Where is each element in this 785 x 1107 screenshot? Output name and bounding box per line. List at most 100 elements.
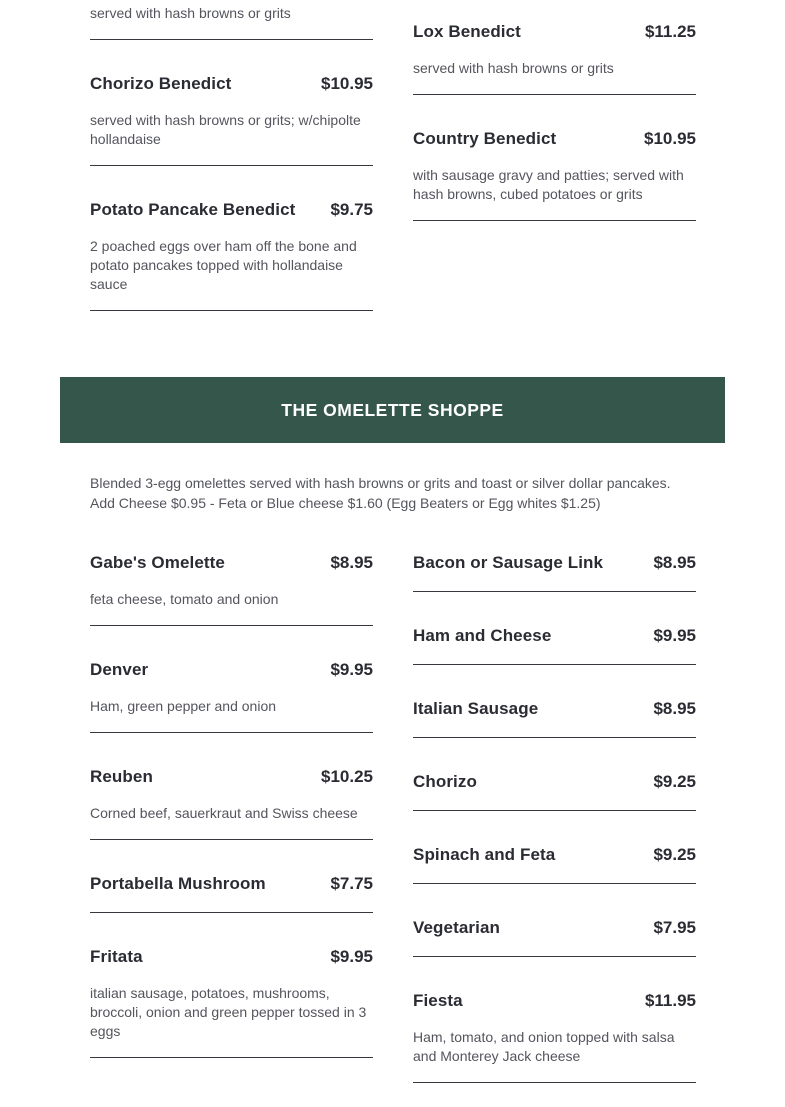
item-name: Chorizo xyxy=(413,772,477,791)
item-name: Denver xyxy=(90,660,149,679)
item-name: Fritata xyxy=(90,947,143,966)
item-divider xyxy=(413,737,696,738)
item-divider xyxy=(413,1082,696,1083)
menu-item-header: Vegetarian $7.95 xyxy=(413,916,696,940)
item-price: $9.95 xyxy=(330,660,373,679)
benedict-left-column: served with hash browns or grits Chorizo… xyxy=(90,3,373,311)
item-name: Vegetarian xyxy=(413,918,500,937)
item-divider xyxy=(413,220,696,221)
section-title: THE OMELETTE SHOPPE xyxy=(281,399,504,420)
item-price: $11.95 xyxy=(644,991,696,1010)
item-price: $10.95 xyxy=(644,129,696,148)
menu-item-header: Ham and Cheese $9.95 xyxy=(413,624,696,648)
item-price: $9.95 xyxy=(330,947,373,966)
section-intro: Blended 3-egg omelettes served with hash… xyxy=(90,475,671,511)
menu-item-header: Chorizo Benedict $10.95 xyxy=(90,72,373,96)
item-price: $9.25 xyxy=(653,772,696,791)
item-divider xyxy=(90,732,373,733)
benedict-right-column: Lox Benedict $11.25 served with hash bro… xyxy=(413,3,696,221)
item-price: $10.25 xyxy=(321,767,373,786)
item-divider xyxy=(413,810,696,811)
item-price: $11.25 xyxy=(644,22,696,41)
item-price: $7.95 xyxy=(653,918,696,937)
item-description: Ham, green pepper and onion xyxy=(90,698,277,714)
menu-item-header: Country Benedict $10.95 xyxy=(413,127,696,151)
menu-item: Country Benedict $10.95 with sausage gra… xyxy=(413,127,696,221)
menu-item: Chorizo $9.25 xyxy=(413,770,696,811)
item-name: Bacon or Sausage Link xyxy=(413,553,604,572)
item-description: Ham, tomato, and onion topped with salsa… xyxy=(413,1029,675,1064)
item-price: $8.95 xyxy=(653,699,696,718)
menu-item: served with hash browns or grits xyxy=(90,4,373,40)
item-name: Country Benedict xyxy=(413,129,557,148)
item-description: 2 poached eggs over ham off the bone and… xyxy=(90,238,357,292)
menu-item-header: Spinach and Feta $9.25 xyxy=(413,843,696,867)
item-divider xyxy=(90,165,373,166)
menu-item-header: Portabella Mushroom $7.75 xyxy=(90,872,373,896)
menu-item-header: Reuben $10.25 xyxy=(90,765,373,789)
item-divider xyxy=(90,310,373,311)
item-description: served with hash browns or grits xyxy=(413,60,614,76)
item-price: $9.25 xyxy=(653,845,696,864)
menu-item: Gabe's Omelette $8.95 feta cheese, tomat… xyxy=(90,551,373,626)
item-divider xyxy=(413,94,696,95)
item-description: Corned beef, sauerkraut and Swiss cheese xyxy=(90,805,358,821)
menu-item-header: Fritata $9.95 xyxy=(90,945,373,969)
item-divider xyxy=(413,956,696,957)
menu-item-header: Bacon or Sausage Link $8.95 xyxy=(413,551,696,575)
menu-item: Reuben $10.25 Corned beef, sauerkraut an… xyxy=(90,765,373,840)
item-name: Italian Sausage xyxy=(413,699,539,718)
item-name: Fiesta xyxy=(413,991,463,1010)
item-description: feta cheese, tomato and onion xyxy=(90,591,279,607)
menu-item: Spinach and Feta $9.25 xyxy=(413,843,696,884)
item-name: Portabella Mushroom xyxy=(90,874,266,893)
omelette-section: Gabe's Omelette $8.95 feta cheese, tomat… xyxy=(90,551,696,1083)
menu-item-header: Chorizo $9.25 xyxy=(413,770,696,794)
item-description: with sausage gravy and patties; served w… xyxy=(413,167,684,202)
section-banner: THE OMELETTE SHOPPE xyxy=(60,377,725,443)
item-price: $10.95 xyxy=(321,74,373,93)
item-price: $8.95 xyxy=(330,553,373,572)
menu-item-header: Italian Sausage $8.95 xyxy=(413,697,696,721)
menu-item-header: Potato Pancake Benedict $9.75 xyxy=(90,198,373,222)
item-description: italian sausage, potatoes, mushrooms, br… xyxy=(90,985,367,1039)
item-divider xyxy=(413,883,696,884)
menu-item: Denver $9.95 Ham, green pepper and onion xyxy=(90,658,373,733)
item-description: served with hash browns or grits; w/chip… xyxy=(90,112,361,147)
item-name: Chorizo Benedict xyxy=(90,74,232,93)
item-name: Potato Pancake Benedict xyxy=(90,200,296,219)
item-price: $9.75 xyxy=(330,200,373,219)
menu-item: Bacon or Sausage Link $8.95 xyxy=(413,551,696,592)
item-description: served with hash browns or grits xyxy=(90,5,291,21)
menu-item: Vegetarian $7.95 xyxy=(413,916,696,957)
menu-item: Chorizo Benedict $10.95 served with hash… xyxy=(90,72,373,166)
item-name: Gabe's Omelette xyxy=(90,553,225,572)
item-divider xyxy=(90,1057,373,1058)
omelette-right-column: Bacon or Sausage Link $8.95 Ham and Chee… xyxy=(413,551,696,1083)
menu-item: Italian Sausage $8.95 xyxy=(413,697,696,738)
menu-item-header: Denver $9.95 xyxy=(90,658,373,682)
item-divider xyxy=(413,664,696,665)
menu-item: Ham and Cheese $9.95 xyxy=(413,624,696,665)
omelette-left-column: Gabe's Omelette $8.95 feta cheese, tomat… xyxy=(90,551,373,1058)
item-price: $7.75 xyxy=(330,874,373,893)
item-divider xyxy=(413,591,696,592)
menu-item: Lox Benedict $11.25 served with hash bro… xyxy=(413,20,696,95)
item-divider xyxy=(90,625,373,626)
menu-item: Fritata $9.95 italian sausage, potatoes,… xyxy=(90,945,373,1058)
menu-item: Potato Pancake Benedict $9.75 2 poached … xyxy=(90,198,373,311)
item-divider xyxy=(90,39,373,40)
item-price: $9.95 xyxy=(653,626,696,645)
menu-item: Fiesta $11.95 Ham, tomato, and onion top… xyxy=(413,989,696,1083)
item-divider xyxy=(90,839,373,840)
item-name: Spinach and Feta xyxy=(413,845,556,864)
menu-item-header: Fiesta $11.95 xyxy=(413,989,696,1013)
item-name: Ham and Cheese xyxy=(413,626,552,645)
menu-item: Portabella Mushroom $7.75 xyxy=(90,872,373,913)
item-name: Lox Benedict xyxy=(413,22,521,41)
item-name: Reuben xyxy=(90,767,153,786)
item-price: $8.95 xyxy=(653,553,696,572)
item-divider xyxy=(90,912,373,913)
menu-content: served with hash browns or grits Chorizo… xyxy=(60,3,725,1083)
